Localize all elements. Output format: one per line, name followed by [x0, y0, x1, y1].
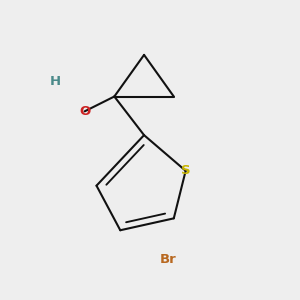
- Text: Br: Br: [160, 254, 176, 266]
- Text: S: S: [181, 164, 190, 177]
- Text: O: O: [79, 105, 90, 118]
- Text: H: H: [49, 75, 61, 88]
